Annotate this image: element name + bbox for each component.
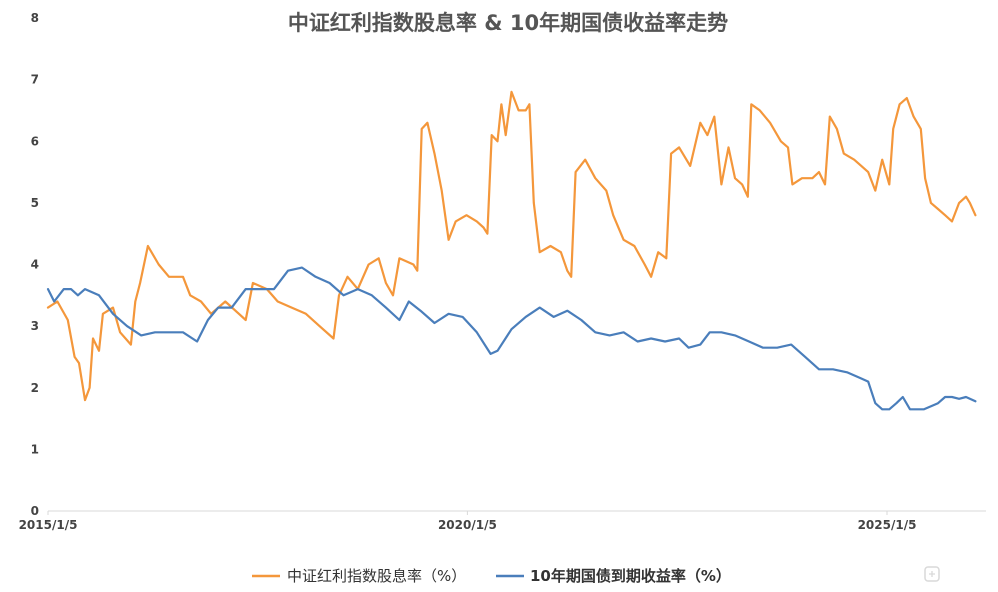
y-tick-label: 3	[31, 319, 39, 333]
x-tick-label: 2025/1/5	[858, 518, 917, 532]
x-tick-label: 2020/1/5	[438, 518, 497, 532]
y-tick-label: 2	[31, 381, 39, 395]
chart-title: 中证红利指数股息率 & 10年期国债收益率走势	[288, 11, 728, 35]
plot-area	[46, 90, 977, 411]
y-tick-label: 1	[31, 442, 39, 456]
y-axis-ticks: 0 1 2 3 4 5 6 7 8	[31, 11, 39, 518]
legend-label-dividend-yield: 中证红利指数股息率（%）	[287, 567, 466, 585]
y-tick-label: 4	[31, 258, 39, 272]
series-line-dividend-yield	[46, 90, 977, 402]
y-tick-label: 5	[31, 196, 39, 210]
y-tick-label: 6	[31, 134, 39, 148]
x-axis-ticks: 2015/1/5 2020/1/5 2025/1/5	[19, 511, 917, 532]
y-tick-label: 0	[31, 504, 39, 518]
y-tick-label: 7	[31, 73, 39, 87]
legend-label-bond-yield: 10年期国债到期收益率（%）	[530, 567, 731, 585]
series-line-bond-yield	[46, 266, 977, 411]
watermark-icon	[924, 566, 940, 582]
x-tick-label: 2015/1/5	[19, 518, 78, 532]
y-tick-label: 8	[31, 11, 39, 25]
legend: 中证红利指数股息率（%） 10年期国债到期收益率（%）	[252, 567, 731, 585]
watermark-logo	[924, 566, 940, 582]
